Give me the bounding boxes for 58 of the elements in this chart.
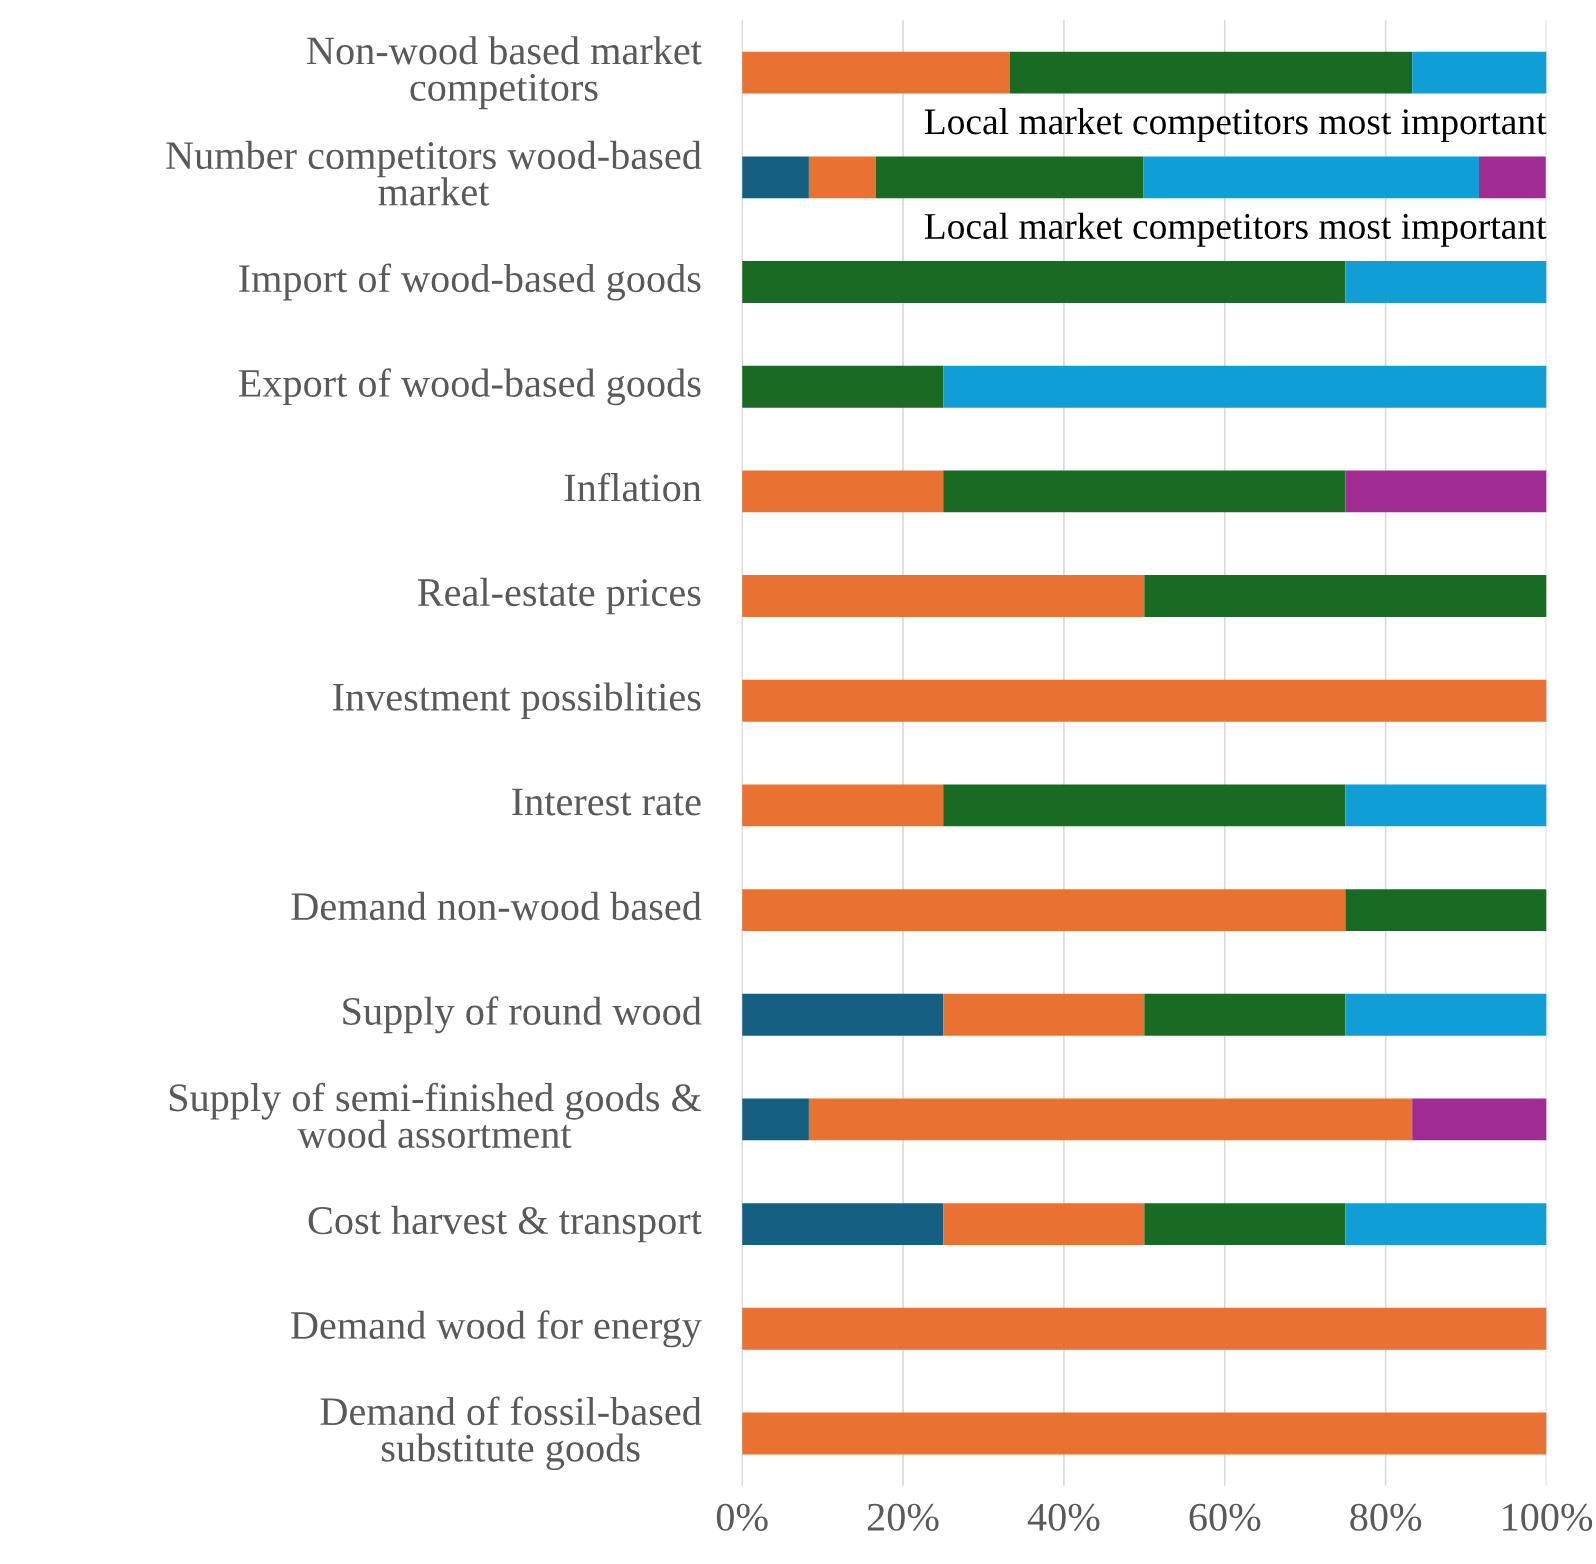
y-tick-label: Supply of round wood	[343, 996, 702, 1034]
bar	[1345, 470, 1547, 513]
bar	[943, 365, 1547, 408]
bar	[808, 1098, 1413, 1141]
bar	[742, 365, 944, 408]
y-tick-label: Demand wood for energy	[291, 1310, 702, 1348]
bar	[875, 156, 1144, 199]
y-tick-label: Export of wood-based goods	[238, 368, 701, 406]
bar	[943, 470, 1346, 513]
bar	[1345, 261, 1547, 303]
bar	[1010, 51, 1413, 94]
bar	[1412, 1098, 1547, 1141]
y-tick-label: Investment possiblities	[333, 682, 701, 719]
y-tick-label: Demand non-wood based	[291, 891, 702, 921]
bar	[1144, 1203, 1346, 1246]
y-tick-label: Number competitors wood-based market	[166, 140, 702, 206]
y-tick-label: Inflation	[564, 472, 702, 502]
y-tick-label: Import of wood-based goods	[239, 263, 701, 301]
bar	[1478, 156, 1546, 199]
bar	[742, 1412, 1547, 1455]
bar	[1144, 993, 1346, 1036]
x-tick-label: 0%	[716, 1503, 768, 1531]
x-tick-label: 20%	[867, 1503, 939, 1531]
y-tick-label: Supply of semi-finished goods & wood assortment	[169, 1082, 702, 1149]
bar	[742, 156, 809, 199]
y-tick-label: Real-estate prices	[417, 577, 701, 615]
y-tick-label: Demand of fossil-based substitute goods	[320, 1396, 702, 1471]
bar	[742, 784, 944, 827]
bar	[1345, 784, 1547, 827]
bar	[742, 1307, 1547, 1350]
bar	[742, 470, 944, 513]
bar	[742, 261, 1346, 303]
bar	[1345, 1203, 1547, 1246]
bar	[1144, 575, 1547, 617]
x-tick-label: 80%	[1350, 1503, 1422, 1531]
bar	[943, 1203, 1145, 1246]
x-tick-label: 100%	[1503, 1503, 1593, 1531]
bar	[1412, 51, 1547, 94]
bar	[943, 993, 1145, 1036]
annotation: Local market competitors most important	[924, 212, 1547, 247]
bar	[742, 1098, 809, 1141]
bar	[1143, 156, 1479, 199]
y-tick-label: Non-wood based market competitors	[307, 36, 702, 110]
bar	[742, 993, 944, 1036]
bar	[943, 784, 1346, 827]
bar	[1345, 993, 1547, 1036]
bar	[742, 1203, 944, 1246]
x-tick-label: 60%	[1189, 1503, 1261, 1531]
annotation: Local market competitors most important	[924, 108, 1547, 143]
bar	[742, 51, 1010, 94]
x-tick-label: 40%	[1027, 1503, 1100, 1531]
bar	[742, 679, 1547, 722]
y-tick-label: Interest rate	[512, 788, 701, 816]
bar	[808, 156, 876, 199]
y-tick-label: Cost harvest & transport	[308, 1205, 702, 1243]
bar	[742, 575, 1145, 617]
bar	[1345, 889, 1547, 932]
bar	[742, 889, 1346, 932]
